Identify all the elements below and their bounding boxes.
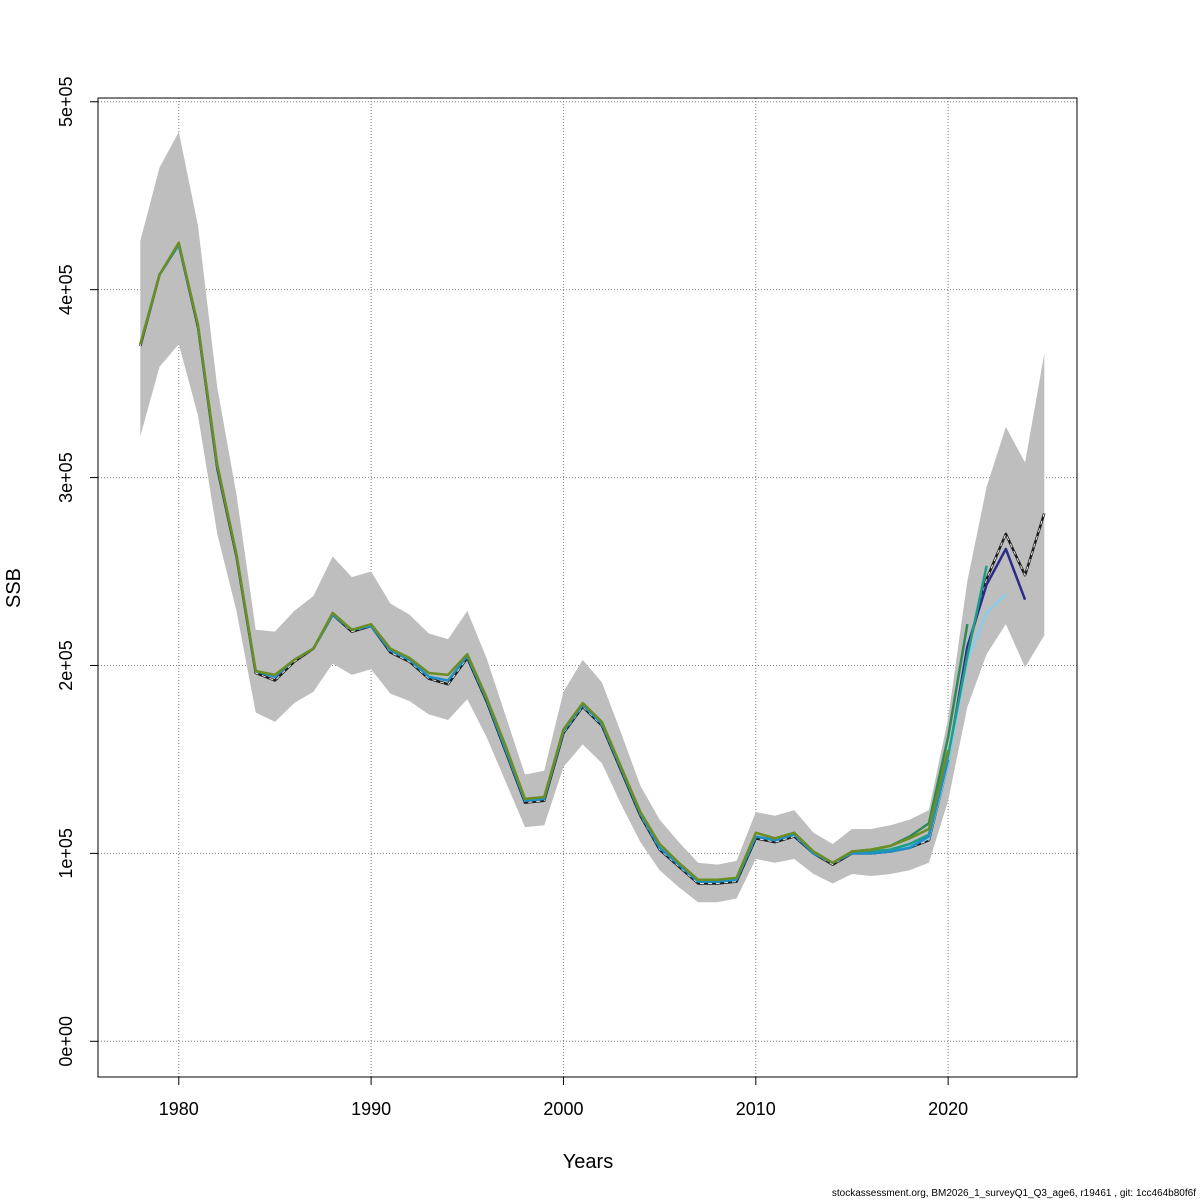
- y-tick-label-4e+05: 4e+05: [56, 264, 76, 315]
- series-line-1-dashes: [139, 243, 1045, 884]
- x-tick-label-2000: 2000: [543, 1099, 583, 1119]
- series-line-7: [139, 241, 950, 881]
- y-tick-label-0e+00: 0e+00: [56, 1016, 76, 1067]
- axes: 1980 1990 2000 2010 2020 0e+00 1e+05 2e+05 3e+05…: [56, 76, 968, 1119]
- x-tick-label-2010: 2010: [736, 1099, 776, 1119]
- footer-text: stockassessment.org, BM2026_1_surveyQ1_Q…: [832, 1188, 1196, 1199]
- series-line-1: [139, 243, 1046, 885]
- x-tick-label-1990: 1990: [351, 1099, 391, 1119]
- y-tick-label-2e+05: 2e+05: [56, 640, 76, 691]
- series-line-4: [851, 565, 988, 853]
- x-tick-label-2020: 2020: [928, 1099, 968, 1119]
- y-tick-label-3e+05: 3e+05: [56, 452, 76, 503]
- series-line-6: [139, 243, 950, 883]
- series-lines: [139, 241, 1046, 885]
- x-tick-label-1980: 1980: [159, 1099, 199, 1119]
- confidence-band-layer: [140, 131, 1045, 903]
- y-tick-label-1e+05: 1e+05: [56, 828, 76, 879]
- x-axis-title: Years: [563, 1151, 613, 1173]
- y-tick-label-5e+05: 5e+05: [56, 76, 76, 127]
- y-axis-title: SSB: [3, 568, 25, 608]
- confidence-band: [140, 131, 1045, 903]
